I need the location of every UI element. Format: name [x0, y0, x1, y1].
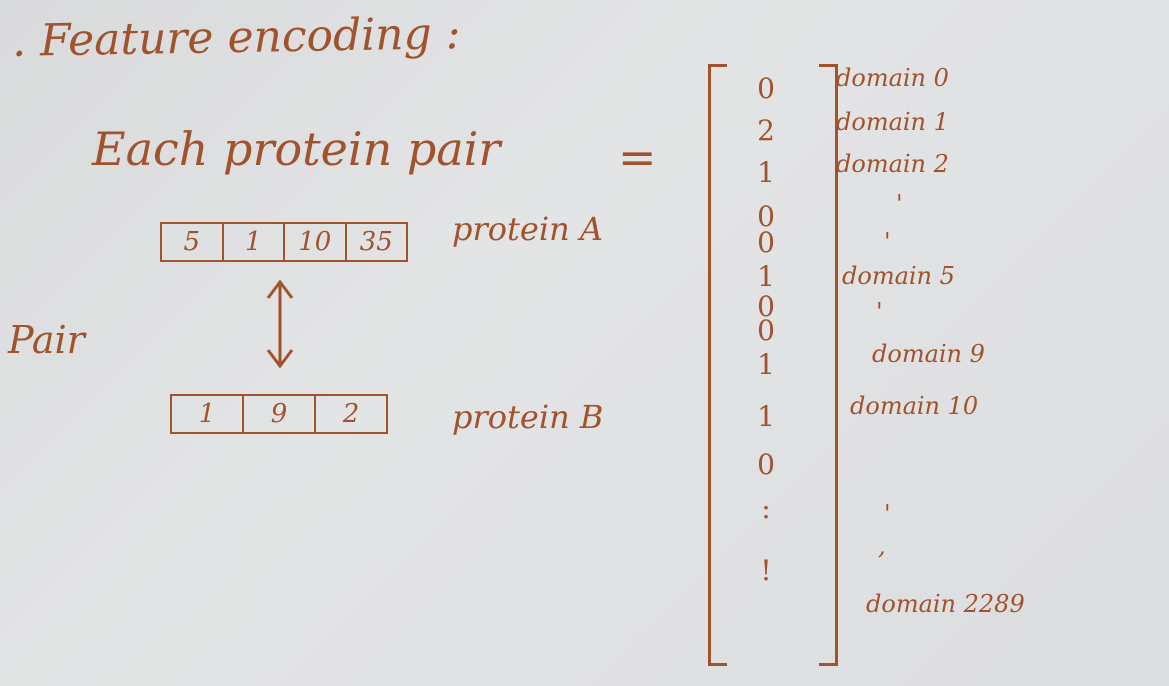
pair-label: Pair	[8, 318, 85, 362]
protein-b-array: 1 9 2	[170, 394, 388, 434]
domain-label: domain 5	[842, 262, 955, 290]
vector-value: :	[761, 492, 771, 525]
title: . Feature encoding :	[11, 8, 461, 67]
vector-value: 1	[757, 260, 775, 293]
protein-b-cell: 2	[314, 396, 388, 432]
double-arrow-icon	[266, 279, 294, 369]
vector-value: !	[760, 554, 772, 587]
feature-vector: 0 2 1 0 0 1 0 0 1 1 0 : !	[708, 64, 838, 666]
equals-sign: =	[618, 130, 657, 184]
vector-value: 0	[757, 226, 775, 259]
domain-label: domain 2289	[866, 590, 1025, 618]
vector-value: 0	[757, 290, 775, 323]
vector-value: 2	[757, 114, 775, 147]
vector-value: 0	[757, 448, 775, 481]
protein-b-cell: 1	[170, 396, 242, 432]
protein-a-cell: 1	[221, 224, 284, 260]
left-bracket	[708, 64, 727, 666]
protein-a-array: 5 1 10 35	[160, 222, 408, 262]
domain-label: domain 9	[872, 340, 985, 368]
domain-label: '	[884, 228, 891, 256]
domain-label: domain 2	[836, 150, 949, 178]
vector-value: 1	[757, 156, 775, 189]
domain-label: domain 0	[836, 64, 949, 92]
domain-label: '	[876, 298, 883, 326]
domain-label: domain 1	[836, 108, 949, 136]
right-bracket	[819, 64, 838, 666]
vector-value: 1	[757, 400, 775, 433]
protein-a-cell: 5	[160, 224, 222, 260]
protein-b-cell: 9	[242, 396, 314, 432]
protein-a-label: protein A	[452, 210, 603, 248]
domain-label: '	[896, 190, 903, 218]
domain-label: domain 10	[850, 392, 979, 420]
protein-b-label: protein B	[452, 398, 604, 436]
domain-label: ,	[878, 532, 886, 560]
vector-value: 0	[757, 314, 775, 347]
protein-a-cell: 35	[344, 224, 408, 260]
vector-value: 1	[757, 348, 775, 381]
vector-value: 0	[757, 72, 775, 105]
vector-value: 0	[757, 200, 775, 233]
pair-equation-text: Each protein pair	[92, 122, 501, 176]
domain-label: '	[884, 500, 891, 528]
protein-a-cell: 10	[283, 224, 345, 260]
